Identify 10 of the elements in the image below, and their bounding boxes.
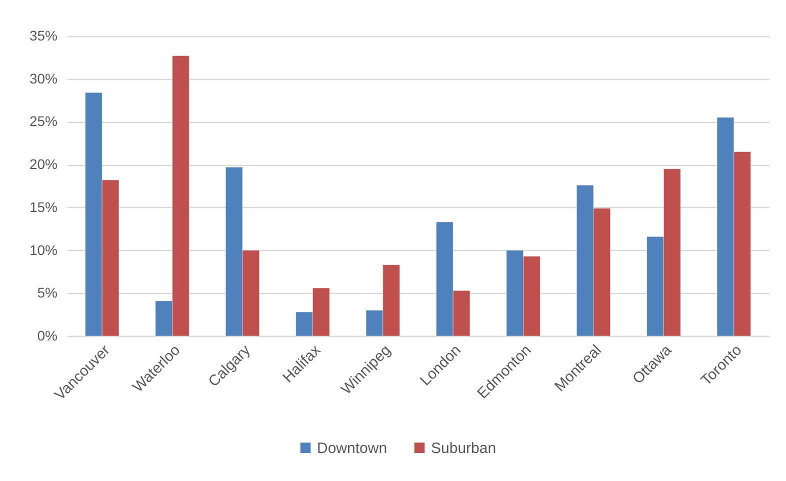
y-tick-label: 0% — [37, 328, 58, 344]
y-tick-label: 10% — [29, 242, 58, 258]
y-tick-label: 35% — [29, 28, 58, 44]
y-tick-label: 25% — [29, 113, 58, 130]
y-tick-label: 30% — [29, 70, 58, 86]
y-tick-label: 5% — [37, 284, 58, 301]
legend-label: Suburban — [431, 440, 496, 457]
y-tick-label: 15% — [29, 198, 58, 215]
y-tick-label: 20% — [29, 156, 58, 172]
legend-label: Downtown — [317, 440, 388, 457]
